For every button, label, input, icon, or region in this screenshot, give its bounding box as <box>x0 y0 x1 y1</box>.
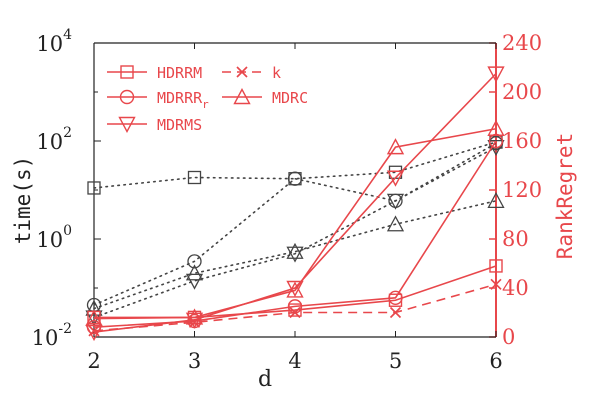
time-point-mdrc <box>185 264 204 281</box>
rank-point-mdrc <box>185 308 204 325</box>
y-right-tick-label: 160 <box>502 129 542 153</box>
y-right-tick-label: 0 <box>502 325 515 349</box>
y-right-tick-label: 80 <box>502 227 529 251</box>
time-point-hdrrm <box>187 170 202 185</box>
rank-line-mdrrr <box>93 140 497 328</box>
rank-line-hdrrm <box>94 265 497 319</box>
legend: HDRRM k MDRRRr MDRC MDRMS <box>107 64 308 134</box>
y-right-tick-label: 120 <box>502 178 542 202</box>
rank-regret-series-group <box>85 66 505 342</box>
rank-point-mdrms <box>286 280 304 297</box>
rank-line-mdrc <box>93 127 497 320</box>
y-left-tick-label: 102 <box>36 125 72 154</box>
rank-point-mdrc <box>386 138 405 155</box>
x-axis-label: d <box>258 367 272 392</box>
left-axis-label: time(s) <box>11 156 35 245</box>
x-tick-label: 5 <box>389 349 402 373</box>
time-series-group <box>85 135 505 327</box>
y-right-tick-label: 40 <box>502 276 529 300</box>
rank-point-mdrms <box>85 324 103 342</box>
time-line-mdrc <box>93 200 497 310</box>
y-left-tick-exponent: -2 <box>58 321 72 337</box>
rank-line-mdrms <box>93 73 497 333</box>
time-point-mdrms <box>185 273 204 290</box>
legend-label-hdrrm: HDRRM <box>157 64 202 82</box>
left-axis: 10-2 100 102 104 <box>32 27 101 350</box>
legend-label-mdrrr: MDRRRr <box>157 89 209 111</box>
time-line-hdrrm <box>93 141 497 189</box>
x-axis: 2 3 4 5 6 <box>87 42 503 373</box>
rank-point-k <box>490 278 502 290</box>
x-tick-label: 6 <box>489 349 502 373</box>
time-point-mdrc <box>386 215 405 232</box>
legend-marker-k <box>236 66 248 78</box>
y-left-tick-exponent: 2 <box>63 125 72 141</box>
rank-point-mdrms <box>487 66 505 83</box>
rank-point-k <box>389 306 402 319</box>
y-right-tick-label: 200 <box>502 80 542 104</box>
rank-point-k <box>188 316 201 328</box>
time-point-mdrrr <box>187 254 202 269</box>
rank-point-mdrms <box>185 312 204 329</box>
time-point-mdrc <box>85 299 103 316</box>
legend-marker-mdrc <box>233 88 251 105</box>
right-axis: 0 40 80 120 160 200 240 <box>489 31 542 349</box>
legend-marker-mdrms <box>118 116 136 133</box>
x-tick-label: 3 <box>188 349 201 373</box>
y-left-tick-exponent: 4 <box>63 27 72 43</box>
x-tick-label: 2 <box>87 349 100 373</box>
x-tick-label: 4 <box>288 349 301 373</box>
legend-marker-hdrrm <box>120 65 134 79</box>
rank-point-hdrrm <box>489 259 503 273</box>
legend-label-subscript: r <box>202 98 209 111</box>
rank-point-mdrc <box>487 119 505 136</box>
rank-point-mdrrr <box>388 290 403 305</box>
rank-point-k <box>88 325 100 337</box>
y-right-tick-label: 240 <box>502 31 542 55</box>
time-point-mdrc <box>487 191 505 209</box>
legend-label-k: k <box>272 64 281 82</box>
time-point-mdrms <box>386 193 405 210</box>
legend-label-mdrc: MDRC <box>272 89 308 107</box>
rank-point-k <box>289 306 301 319</box>
legend-marker-mdrrr <box>119 89 135 105</box>
y-left-tick-label: 10-2 <box>32 321 72 350</box>
y-left-tick-label: 104 <box>36 27 72 56</box>
time-point-mdrrr <box>287 171 303 186</box>
time-point-hdrrm <box>87 181 101 195</box>
rank-point-mdrrr <box>488 133 504 149</box>
time-line-mdrrr <box>93 142 497 306</box>
y-left-tick-exponent: 0 <box>63 223 72 239</box>
time-point-mdrms <box>286 246 304 263</box>
y-left-tick-label: 100 <box>36 223 72 252</box>
right-axis-label: RankRegret <box>553 133 577 259</box>
legend-label-mdrms: MDRMS <box>157 116 202 134</box>
time-line-mdrms <box>93 146 497 319</box>
rank-point-mdrms <box>386 170 405 187</box>
